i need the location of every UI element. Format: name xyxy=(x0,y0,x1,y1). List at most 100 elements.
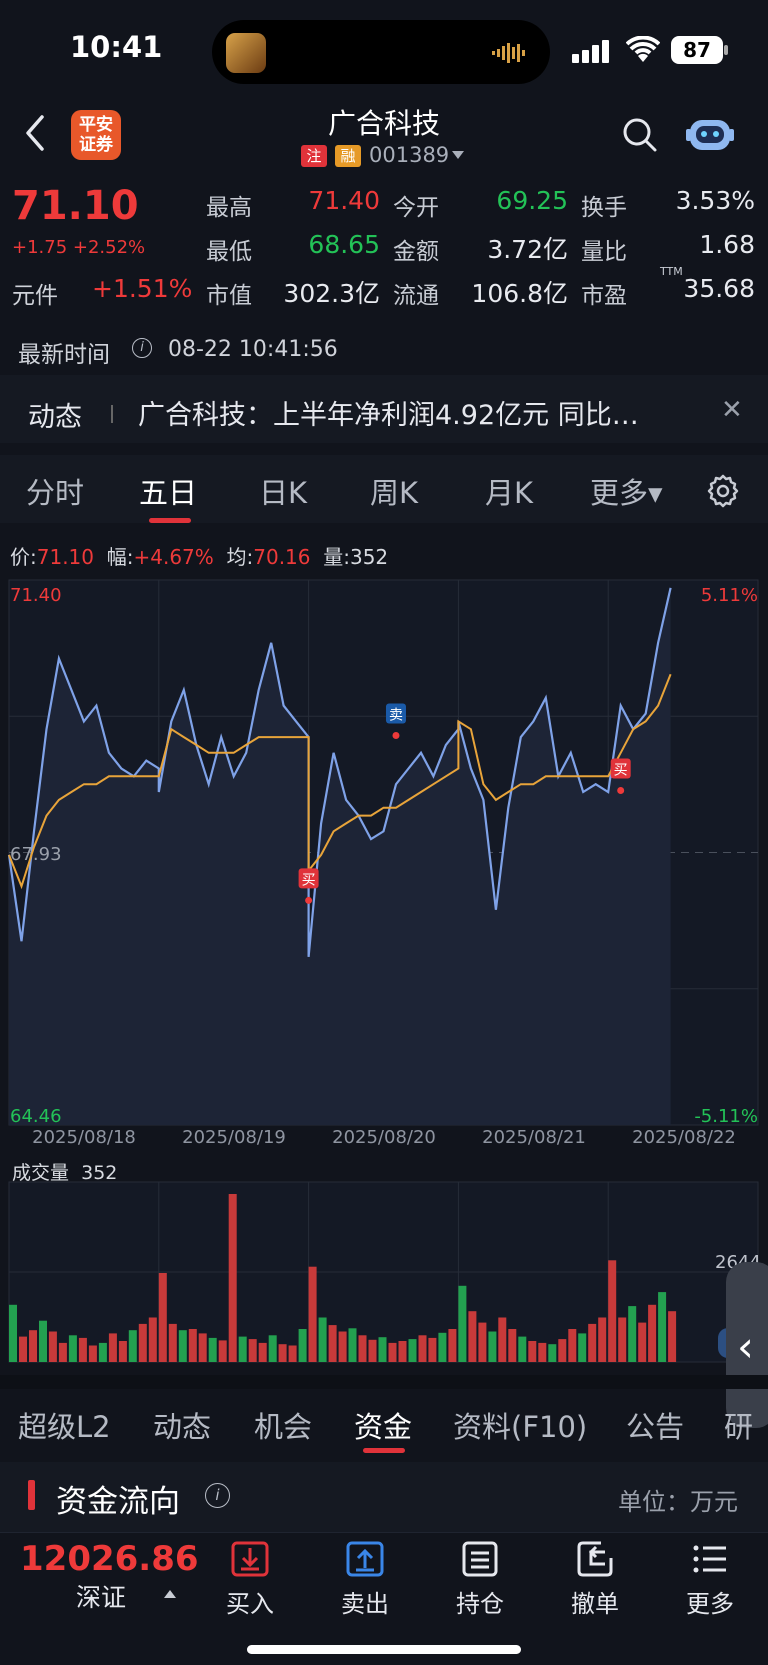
search-icon[interactable] xyxy=(622,117,658,153)
info-price: 71.10 xyxy=(36,545,95,569)
upload-tray-icon xyxy=(346,1541,384,1577)
back-icon[interactable] xyxy=(22,113,48,153)
fund-flow-unit: 单位：万元 xyxy=(618,1488,738,1516)
trade-point xyxy=(305,896,313,904)
stock-name: 广合科技 xyxy=(327,107,440,140)
gear-icon[interactable] xyxy=(706,474,740,508)
stat-volume-ratio-value: 1.68 xyxy=(699,230,755,259)
more-button[interactable]: 更多 xyxy=(670,1540,750,1619)
volume-bar xyxy=(498,1317,507,1362)
trade-point xyxy=(617,786,625,794)
margin-badge: 融 xyxy=(335,145,361,167)
fund-flow-header xyxy=(0,1462,768,1532)
tab-super-l2[interactable]: 超级L2 xyxy=(18,1410,111,1444)
side-panel-handle[interactable] xyxy=(726,1262,768,1428)
chart-crosshair-info: 价:71.10 幅:+4.67% 均:70.16 量:352 xyxy=(10,541,388,570)
close-icon[interactable]: ✕ xyxy=(721,395,743,425)
trade-marker-label: 买 xyxy=(302,872,316,888)
tab-weekly-k[interactable]: 周K xyxy=(370,476,419,510)
index-value[interactable]: 12026.86 xyxy=(20,1539,199,1579)
volume-bar xyxy=(418,1335,427,1362)
volume-bar xyxy=(188,1329,197,1362)
volume-bar xyxy=(298,1329,307,1362)
five-day-price-chart[interactable]: 71.40 67.93 64.46 5.11% -5.11% 2025/08/1… xyxy=(0,575,768,1147)
return-arrow-icon xyxy=(577,1541,613,1577)
stat-pe-label: 市盈 xyxy=(581,283,627,309)
broker-logo[interactable]: 平安 证券 xyxy=(71,110,121,160)
volume-bar xyxy=(48,1331,57,1362)
volume-bar xyxy=(648,1304,657,1362)
volume-bar xyxy=(68,1335,77,1362)
volume-bar xyxy=(388,1342,397,1362)
x-axis-label-day3: 2025/08/20 xyxy=(332,1127,436,1147)
chevron-left-icon[interactable]: ‹ xyxy=(737,1322,754,1371)
info-icon[interactable]: i xyxy=(132,338,152,358)
buy-button[interactable]: 买入 xyxy=(210,1540,290,1619)
period-tab-bar xyxy=(0,455,768,523)
section-divider xyxy=(0,1375,768,1389)
stat-high-label: 最高 xyxy=(206,195,252,221)
stat-amount-value: 3.72亿 xyxy=(487,235,568,264)
news-headline[interactable]: 广合科技：上半年净利润4.92亿元 同比… xyxy=(138,400,639,431)
battery-indicator: 87 xyxy=(671,36,723,64)
tab-intraday[interactable]: 分时 xyxy=(26,476,85,510)
chevron-down-icon[interactable] xyxy=(452,151,464,159)
active-tab-indicator xyxy=(363,1448,405,1453)
volume-bar xyxy=(228,1194,237,1362)
sell-button[interactable]: 卖出 xyxy=(325,1540,405,1619)
tab-monthly-k[interactable]: 月K xyxy=(485,476,534,510)
tab-more[interactable]: 更多▾ xyxy=(590,476,663,510)
buy-label: 买入 xyxy=(226,1590,274,1618)
y-axis-right-bottom-label: -5.11% xyxy=(694,1106,758,1127)
volume-title-label: 成交量 xyxy=(12,1162,70,1184)
tab-news[interactable]: 动态 xyxy=(153,1410,212,1444)
tab-announcement[interactable]: 公告 xyxy=(626,1410,685,1444)
volume-bar xyxy=(148,1317,157,1362)
volume-bar xyxy=(618,1317,627,1362)
info-amp-label: 幅: xyxy=(106,545,134,569)
tab-daily-k[interactable]: 日K xyxy=(259,476,308,510)
volume-bar xyxy=(488,1331,497,1362)
news-ticker[interactable] xyxy=(0,375,768,443)
y-axis-bottom-label: 64.46 xyxy=(10,1106,62,1127)
home-indicator xyxy=(247,1645,521,1654)
tab-research[interactable]: 研 xyxy=(724,1410,754,1444)
trade-marker-badge[interactable] xyxy=(610,758,631,779)
cancel-order-button[interactable]: 撤单 xyxy=(555,1540,635,1619)
info-avg: 70.16 xyxy=(253,545,311,569)
volume-bar xyxy=(368,1339,377,1362)
tab-opportunity[interactable]: 机会 xyxy=(254,1410,313,1444)
current-price: 71.10 xyxy=(12,183,139,229)
unit-change-label: 元件 xyxy=(12,283,58,309)
volume-bar xyxy=(39,1320,47,1362)
robot-assistant-icon[interactable] xyxy=(686,112,734,154)
stat-low-label: 最低 xyxy=(206,239,252,265)
stock-code[interactable]: 001389 xyxy=(369,143,450,167)
volume-bar xyxy=(518,1336,527,1362)
stat-open-label: 今开 xyxy=(393,195,439,221)
volume-bar xyxy=(78,1337,87,1362)
tab-capital[interactable]: 资金 xyxy=(354,1410,413,1444)
info-icon[interactable]: i xyxy=(205,1483,230,1508)
stat-turnover-value: 3.53% xyxy=(675,186,755,215)
positions-button[interactable]: 持仓 xyxy=(440,1540,520,1619)
wifi-icon xyxy=(626,36,660,62)
volume-bar xyxy=(58,1342,67,1362)
x-axis-label-day1: 2025/08/18 xyxy=(32,1127,136,1147)
volume-current-value: 352 xyxy=(81,1162,118,1184)
volume-bar xyxy=(448,1329,457,1362)
volume-chart[interactable] xyxy=(0,1180,768,1365)
trade-marker-badge[interactable] xyxy=(385,703,406,724)
volume-bar xyxy=(588,1323,597,1362)
dynamic-island xyxy=(212,20,550,84)
volume-bar xyxy=(438,1332,447,1362)
volume-bar xyxy=(348,1328,357,1362)
pe-ttm-suffix: TTM xyxy=(660,265,683,278)
tab-five-day[interactable]: 五日 xyxy=(139,476,198,510)
tab-f10[interactable]: 资料(F10) xyxy=(453,1410,588,1444)
volume-bar xyxy=(118,1341,127,1362)
trade-marker-badge[interactable] xyxy=(298,868,319,889)
chevron-up-icon[interactable] xyxy=(164,1590,176,1598)
index-name[interactable]: 深证 xyxy=(76,1583,127,1612)
trade-marker-label: 卖 xyxy=(389,708,403,724)
